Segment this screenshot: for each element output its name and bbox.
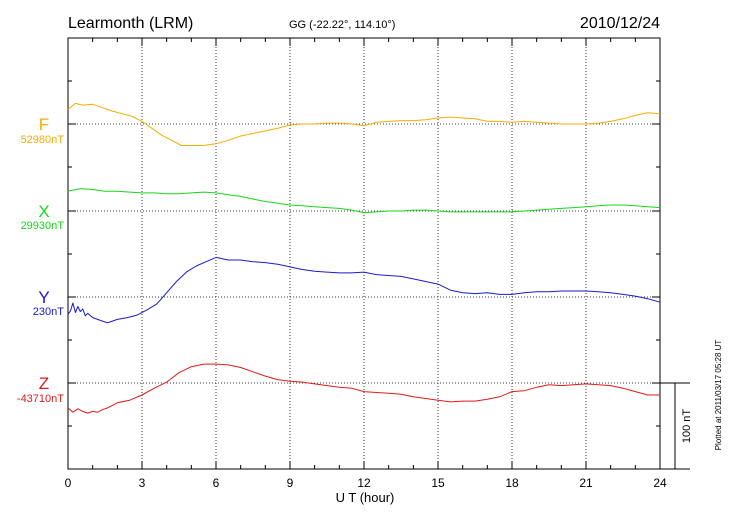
coordinates-label: GG (-22.22°, 114.10°): [289, 19, 395, 31]
series-line-f: [67, 102, 661, 146]
series-line-y: [67, 256, 661, 324]
x-tick-label: 6: [213, 476, 220, 490]
station-title: Learmonth (LRM): [68, 15, 193, 32]
series-line-x: [67, 188, 661, 214]
series-baseline-x: 29930nT: [21, 220, 65, 232]
x-tick-label: 9: [287, 476, 294, 490]
x-tick-label: 24: [653, 476, 667, 490]
x-tick-label: 21: [579, 476, 593, 490]
series-name-f: F: [39, 115, 49, 134]
series-name-z: Z: [39, 374, 49, 393]
series-baseline-y: 230nT: [33, 306, 64, 318]
x-axis-label: U T (hour): [336, 490, 395, 505]
series-name-x: X: [38, 202, 49, 221]
series-baseline-f: 52980nT: [21, 134, 65, 146]
scale-bar-label: 100 nT: [681, 409, 693, 444]
plotted-timestamp: Plotted at 2011/03/17 05:28 UT: [714, 340, 723, 451]
series-baseline-z: -43710nT: [17, 393, 64, 405]
x-tick-label: 15: [431, 476, 445, 490]
series-line-z: [67, 363, 660, 414]
x-tick-label: 0: [65, 476, 72, 490]
series-name-y: Y: [38, 288, 49, 307]
x-tick-label: 18: [505, 476, 519, 490]
date-label: 2010/12/24: [580, 15, 660, 32]
scale-bar: [660, 382, 690, 470]
x-tick-label: 3: [139, 476, 146, 490]
x-tick-label: 12: [357, 476, 371, 490]
axis-ticks: 0 3 6 9 12 15 18 21 24: [65, 37, 667, 490]
